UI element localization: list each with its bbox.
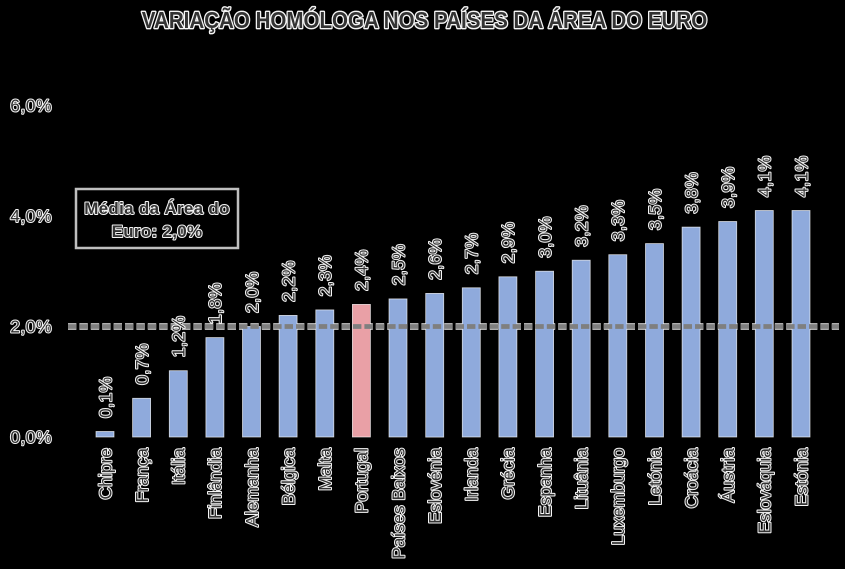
svg-text:2,7%: 2,7% <box>462 233 482 275</box>
svg-text:Luxemburgo: Luxemburgo <box>608 448 628 545</box>
svg-text:Áustria: Áustria <box>718 448 738 503</box>
svg-text:Chipre: Chipre <box>95 448 115 500</box>
svg-text:2,0%: 2,0% <box>10 317 52 337</box>
svg-text:3,0%: 3,0% <box>535 216 555 258</box>
svg-text:1,2%: 1,2% <box>169 315 189 357</box>
svg-text:Estónia: Estónia <box>791 448 811 507</box>
svg-text:0,1%: 0,1% <box>95 376 115 418</box>
svg-text:4,1%: 4,1% <box>755 155 775 197</box>
svg-text:2,3%: 2,3% <box>315 255 335 297</box>
svg-text:3,5%: 3,5% <box>645 188 665 230</box>
svg-text:Portugal: Portugal <box>352 448 372 513</box>
svg-text:2,5%: 2,5% <box>388 244 408 286</box>
svg-text:Eslovénia: Eslovénia <box>425 448 445 524</box>
svg-text:2,2%: 2,2% <box>278 260 298 302</box>
svg-text:Croácia: Croácia <box>681 448 701 509</box>
svg-text:Letónia: Letónia <box>645 448 665 506</box>
svg-text:4,1%: 4,1% <box>791 155 811 197</box>
svg-text:Média da Área do: Média da Área do <box>84 199 230 218</box>
svg-text:1,8%: 1,8% <box>205 282 225 324</box>
svg-text:Malta: Malta <box>315 448 335 491</box>
svg-text:Irlanda: Irlanda <box>462 448 482 502</box>
svg-text:3,3%: 3,3% <box>608 199 628 241</box>
svg-text:Alemanha: Alemanha <box>242 448 262 527</box>
svg-text:3,9%: 3,9% <box>718 166 738 208</box>
svg-text:2,0%: 2,0% <box>242 271 262 313</box>
svg-text:Itália: Itália <box>169 448 189 485</box>
svg-text:Finlândia: Finlândia <box>205 448 225 519</box>
svg-text:2,6%: 2,6% <box>425 238 445 280</box>
svg-text:Lituânia: Lituânia <box>572 448 592 510</box>
svg-text:6,0%: 6,0% <box>10 96 52 116</box>
svg-text:VARIAÇÃO HOMÓLOGA NOS PAÍSES D: VARIAÇÃO HOMÓLOGA NOS PAÍSES DA ÁREA DO … <box>142 7 707 33</box>
svg-text:0,7%: 0,7% <box>132 343 152 385</box>
svg-text:4,0%: 4,0% <box>10 206 52 226</box>
svg-text:Bélgica: Bélgica <box>278 448 298 506</box>
svg-text:3,2%: 3,2% <box>572 205 592 247</box>
svg-text:Espanha: Espanha <box>535 448 555 517</box>
svg-text:2,9%: 2,9% <box>498 222 518 264</box>
svg-text:Países Baixos: Países Baixos <box>388 448 408 559</box>
svg-text:3,8%: 3,8% <box>681 172 701 214</box>
svg-text:Eslováquia: Eslováquia <box>755 448 775 534</box>
svg-text:Grécia: Grécia <box>498 448 518 500</box>
svg-text:França: França <box>132 448 152 503</box>
svg-text:Euro: 2,0%: Euro: 2,0% <box>112 222 203 241</box>
svg-text:0,0%: 0,0% <box>10 427 52 447</box>
svg-text:2,4%: 2,4% <box>352 249 372 291</box>
